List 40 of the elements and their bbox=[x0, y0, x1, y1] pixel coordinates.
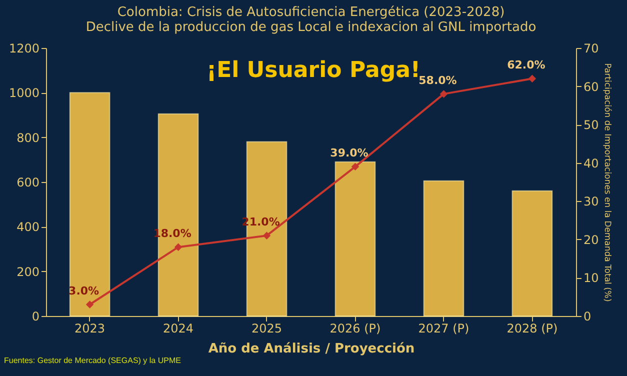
bar bbox=[423, 180, 464, 316]
y-tick-label: 1200 bbox=[8, 42, 40, 56]
bar bbox=[512, 190, 553, 316]
y2-tick-label: 0 bbox=[584, 310, 592, 324]
point bbox=[262, 232, 271, 240]
point bbox=[86, 300, 94, 308]
y-tick-label: 400 bbox=[16, 220, 40, 234]
chart-subtitle: Declive de la produccion de gas Local e indexacion al GNL importado bbox=[86, 20, 536, 35]
y-tick-label: 800 bbox=[16, 130, 40, 145]
point bbox=[528, 74, 536, 82]
x-tick-label: 2025 bbox=[251, 322, 282, 336]
bar bbox=[69, 92, 110, 316]
source-note: Fuentes: Gestor de Mercado (SEGAS) y la UPME bbox=[4, 356, 181, 365]
y2-tick-label: 60 bbox=[584, 80, 599, 94]
y-tick-label: 200 bbox=[16, 264, 40, 279]
y2-tick-label: 10 bbox=[584, 271, 599, 286]
y-tick-label: 600 bbox=[16, 176, 40, 190]
x-tick-label: 2027 (P) bbox=[418, 322, 470, 336]
annotation: ¡El Usuario Paga! bbox=[206, 58, 420, 83]
y2-tick-label: 30 bbox=[584, 194, 599, 209]
x-tick-label: 2028 (P) bbox=[506, 322, 558, 336]
x-tick-label: 2026 (P) bbox=[330, 322, 381, 336]
x-tick-label: 2024 bbox=[163, 322, 194, 336]
point bbox=[174, 243, 182, 251]
x-axis-title: Año de Análisis / Proyección bbox=[208, 342, 415, 356]
y2-axis-title: Participación de Importaciones en la Demanda Total (%) bbox=[602, 63, 612, 302]
bar bbox=[334, 161, 376, 316]
data-label: 62.0% bbox=[507, 58, 546, 72]
y2-tick-label: 70 bbox=[584, 42, 599, 56]
chart-title: Colombia: Crisis de Autosuficiencia Energética (2023-2028) bbox=[117, 5, 505, 20]
y-tick-label: 0 bbox=[32, 310, 40, 324]
y-tick-label: 1000 bbox=[8, 86, 40, 100]
y2-tick-label: 40 bbox=[584, 156, 599, 170]
y2-tick-label: 50 bbox=[584, 118, 599, 132]
point bbox=[351, 162, 360, 171]
data-label: 39.0% bbox=[330, 146, 368, 160]
data-label: 58.0% bbox=[418, 74, 457, 87]
y2-tick-label: 20 bbox=[584, 232, 599, 247]
x-tick-label: 2023 bbox=[74, 322, 106, 336]
point bbox=[440, 90, 448, 98]
